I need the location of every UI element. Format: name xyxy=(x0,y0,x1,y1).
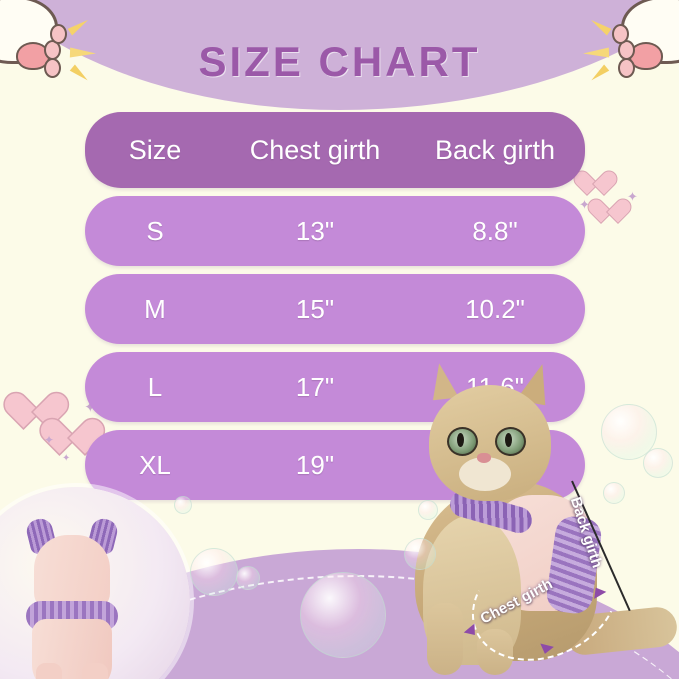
column-header-back: Back girth xyxy=(434,134,556,165)
sparkle-icon: ✦ xyxy=(62,453,71,464)
cell-chest: 17" xyxy=(295,371,335,402)
cell-back: 10.2" xyxy=(465,293,525,324)
column-header-chest: Chest girth xyxy=(249,134,381,165)
table-row: M 15" 10.2" xyxy=(85,274,585,344)
heart-icon xyxy=(587,172,613,196)
bubble-icon xyxy=(236,566,260,590)
cat-eye-left xyxy=(447,427,478,456)
bubble-icon xyxy=(190,548,238,596)
size-chart-table: Size Chest girth Back girth S 13" 8.8" M… xyxy=(85,112,585,508)
bubble-icon xyxy=(418,500,438,520)
cat-pupil-right xyxy=(505,433,512,447)
sparkle-icon: ✦ xyxy=(44,433,55,447)
cell-chest: 15" xyxy=(295,293,335,324)
pet-recovery-suit-product xyxy=(24,513,120,679)
cell-chest: 13" xyxy=(295,215,335,246)
cell-size: S xyxy=(146,215,164,246)
cat-hind-leg xyxy=(477,629,513,675)
cat-front-leg xyxy=(427,603,463,675)
bubble-icon xyxy=(404,538,436,570)
page-title: SIZE CHART xyxy=(198,38,481,85)
bubble-icon xyxy=(300,572,386,658)
cell-size: XL xyxy=(139,449,171,480)
bubble-icon xyxy=(643,448,673,478)
sparkle-icon: ✦ xyxy=(627,189,638,204)
cat-eye-right xyxy=(495,427,526,456)
cat-pupil-left xyxy=(457,433,464,447)
cell-back: 8.8" xyxy=(472,215,518,246)
heart-decoration-right: ✦ ✦ xyxy=(579,166,649,236)
table-header-row: Size Chest girth Back girth xyxy=(85,112,585,188)
bubble-icon xyxy=(174,496,192,514)
table-row: S 13" 8.8" xyxy=(85,196,585,266)
column-header-size: Size xyxy=(128,134,182,165)
bubble-icon xyxy=(603,482,625,504)
cell-size: M xyxy=(144,293,166,324)
cat-model-photo: Chest girth Back girth xyxy=(373,349,679,679)
heart-icon xyxy=(601,200,627,224)
product-photo-circle xyxy=(0,487,190,679)
sparkle-icon: ✦ xyxy=(579,197,590,212)
cat-paw-icon-left xyxy=(0,0,104,98)
cell-size: L xyxy=(147,371,163,402)
cell-chest: 19" xyxy=(295,449,335,480)
cat-nose xyxy=(477,453,491,463)
